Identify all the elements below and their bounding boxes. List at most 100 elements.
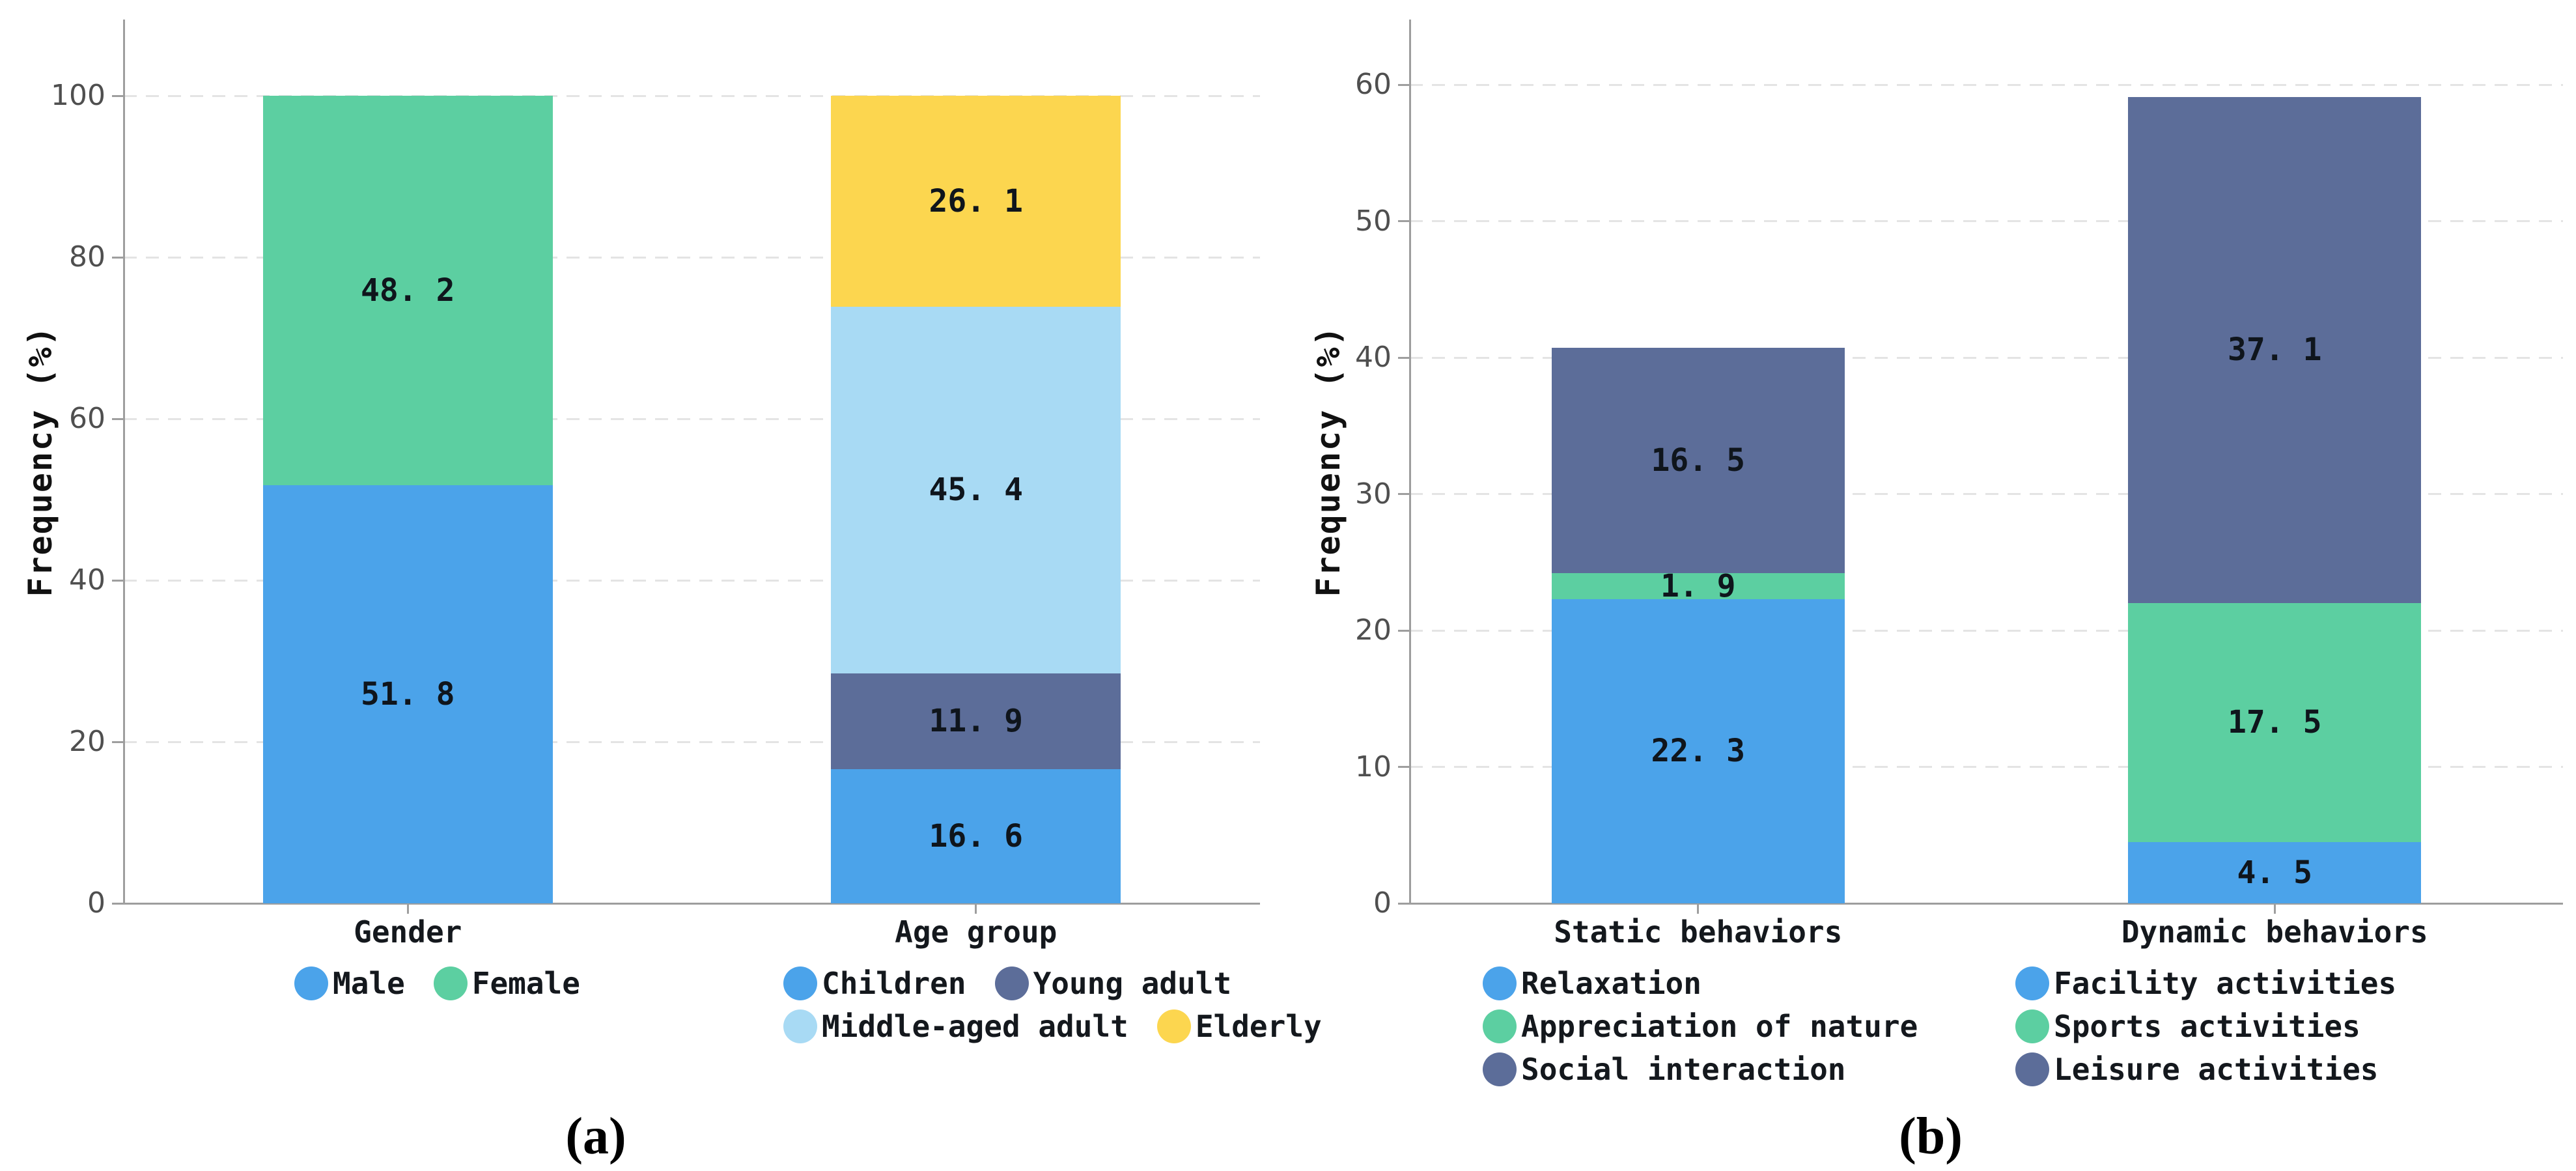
value-label-children: 16. 6 [929,818,1024,855]
bar-segment-social-interaction [1551,348,1845,573]
legend-group-0-1: Children Young adult Middle-aged adult Elde… [783,962,1351,1048]
x-tick-mark-age-group [975,905,977,914]
legend-group-1-0: Relaxation Appreciation of nature Social i… [1483,962,1946,1091]
young-adult-swatch-icon [994,966,1029,1000]
legend-item-leisure-activities: Leisure activities [2015,1052,2379,1086]
legend-row: Facility activities [2015,962,2425,1005]
x-tick-mark-dynamic-behaviors [2273,905,2276,914]
x-tick-label-dynamic-behaviors: Dynamic behaviors [2121,914,2428,950]
y-tick-mark-30 [1398,493,1410,495]
y-tick-mark-60 [112,417,124,420]
legend-label-facility-activities: Facility activities [2054,966,2397,1001]
gridline-y40 [124,579,1260,582]
value-label-male: 51. 8 [361,675,455,712]
y-tick-mark-40 [112,579,124,582]
y-tick-mark-100 [112,94,124,97]
y-axis-title-a: Frequency (%) [21,325,59,597]
bar-segment-middle-aged-adult [831,306,1121,673]
legend-group-0-0: Male Female [294,962,609,1005]
legend-label-young-adult: Young adult [1033,966,1232,1001]
y-tick-label-0: 0 [1373,886,1392,920]
y-tick-label-60: 60 [1355,68,1392,101]
y-axis-line [123,20,125,903]
y-tick-label-80: 80 [69,240,105,274]
value-label-sports-activities: 17. 5 [2228,704,2322,741]
bar-segment-appreciation-of-nature [1551,573,1845,599]
y-tick-label-10: 10 [1355,750,1392,783]
legend-label-appreciation-of-nature: Appreciation of nature [1521,1009,1918,1044]
bar-segment-young-adult [831,673,1121,770]
x-axis-line [1398,903,2563,905]
gridline-y20 [1410,629,2563,632]
middle-aged-adult-swatch-icon [783,1009,817,1043]
appreciation-of-nature-swatch-icon [1483,1009,1517,1043]
gridline-y100 [124,94,1260,97]
legend-row: Leisure activities [2015,1048,2425,1091]
x-tick-mark-static-behaviors [1697,905,1700,914]
legend-item-male: Male [294,966,405,1000]
legend-label-sports-activities: Sports activities [2054,1009,2360,1044]
legend-label-elderly: Elderly [1195,1009,1322,1044]
male-swatch-icon [294,966,328,1000]
x-axis-line [112,903,1260,905]
legend-row: Male Female [294,962,609,1005]
legend-item-elderly: Elderly [1156,1009,1322,1044]
bar-segment-leisure-activities [2128,96,2422,604]
y-tick-label-40: 40 [1355,341,1392,374]
x-tick-label-gender: Gender [354,914,462,950]
y-tick-label-50: 50 [1355,204,1392,238]
y-tick-mark-20 [112,741,124,743]
bar-segment-sports-activities [2128,603,2422,842]
legend-item-sports-activities: Sports activities [2015,1009,2360,1043]
y-tick-label-30: 30 [1355,477,1392,511]
gridline-y80 [124,256,1260,259]
children-swatch-icon [783,966,817,1000]
gridline-y30 [1410,493,2563,495]
legend-item-children: Children [783,966,966,1000]
bar-segment-female [262,96,553,485]
legend-row: Sports activities [2015,1005,2425,1048]
value-label-female: 48. 2 [361,272,455,309]
legend-item-relaxation: Relaxation [1483,966,1701,1000]
legend-row: Children Young adult [783,962,1351,1005]
value-label-elderly: 26. 1 [929,182,1024,219]
value-label-young-adult: 11. 9 [929,703,1024,740]
x-tick-label-static-behaviors: Static behaviors [1554,914,1843,950]
gridline-y40 [1410,356,2563,359]
y-tick-label-60: 60 [69,402,105,435]
leisure-activities-swatch-icon [2015,1052,2049,1086]
relaxation-swatch-icon [1483,966,1517,1000]
female-swatch-icon [433,966,468,1000]
gridline-y60 [124,417,1260,420]
legend-row: Appreciation of nature [1483,1005,1946,1048]
facility-activities-swatch-icon [2015,966,2049,1000]
y-tick-label-40: 40 [69,563,105,597]
y-tick-mark-80 [112,256,124,259]
legend-row: Middle-aged adult Elderly [783,1005,1351,1048]
legend-item-facility-activities: Facility activities [2015,966,2396,1000]
legend-label-social-interaction: Social interaction [1521,1052,1846,1087]
legend-label-middle-aged-adult: Middle-aged adult [822,1009,1128,1044]
bar-segment-relaxation [1551,599,1845,903]
value-label-social-interaction: 16. 5 [1651,442,1746,479]
legend-item-female: Female [433,966,580,1001]
y-tick-mark-20 [1398,629,1410,632]
legend-label-female: Female [471,966,580,1001]
value-label-appreciation-of-nature: 1. 9 [1660,567,1736,604]
legend-group-1-1: Facility activities Sports activities Leis… [2015,962,2425,1091]
legend-item-middle-aged-adult: Middle-aged adult [783,1009,1128,1043]
y-tick-mark-40 [1398,356,1410,359]
bar-segment-male [262,485,553,903]
legend-label-male: Male [333,966,405,1001]
y-tick-label-20: 20 [69,725,105,758]
legend-item-appreciation-of-nature: Appreciation of nature [1483,1009,1918,1043]
legend-row: Relaxation [1483,962,1946,1005]
value-label-middle-aged-adult: 45. 4 [929,472,1024,509]
x-tick-label-age-group: Age group [895,914,1057,950]
value-label-leisure-activities: 37. 1 [2228,332,2322,369]
gridline-y60 [1410,83,2563,86]
legend-item-young-adult: Young adult [994,966,1232,1001]
gridline-y50 [1410,220,2563,222]
y-axis-line [1409,20,1411,903]
